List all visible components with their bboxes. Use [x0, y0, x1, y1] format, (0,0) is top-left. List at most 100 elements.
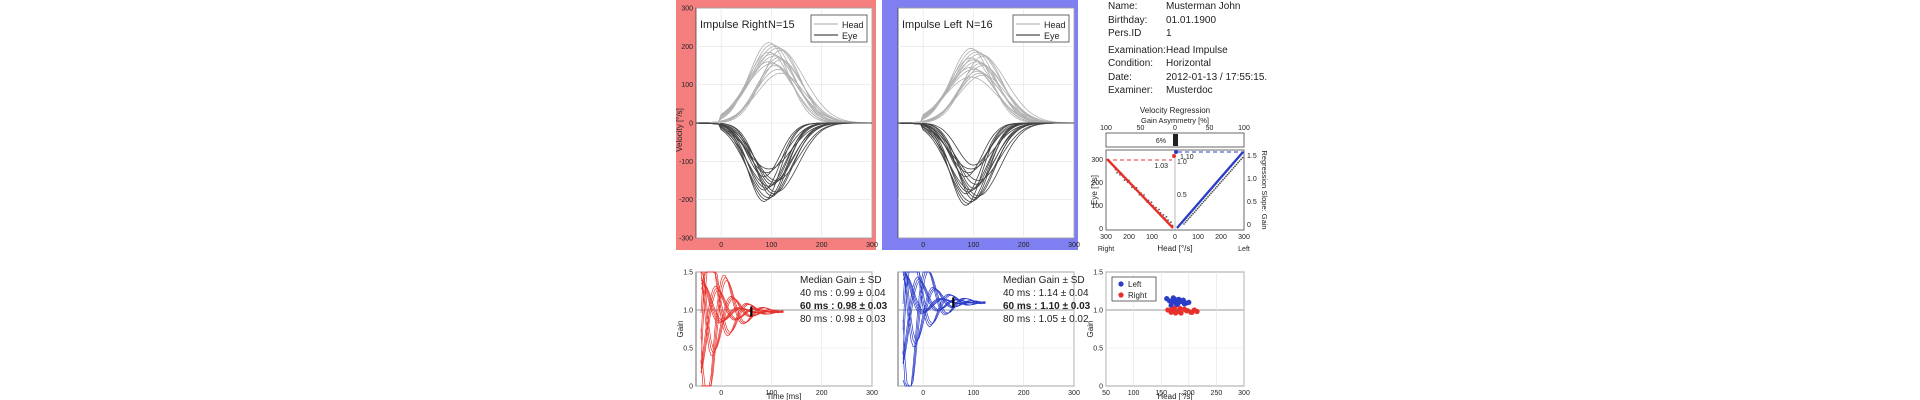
- ytick-label: 300: [1091, 157, 1103, 164]
- ytick-label: 0.5: [683, 346, 693, 353]
- xtick-label: 100: [1192, 234, 1204, 241]
- scatter-point: [1204, 199, 1206, 202]
- side-left-label: Left: [1238, 246, 1250, 253]
- scatter-point: [1222, 178, 1224, 181]
- scatter-point: [1199, 204, 1202, 207]
- scatter-point: [1183, 223, 1185, 225]
- scatter-point: [1219, 182, 1221, 185]
- gain-scatter-legend: [1111, 276, 1157, 302]
- scatter-point: [1240, 158, 1242, 161]
- legend-eye-label: Eye: [842, 31, 858, 41]
- scatter-point: [1189, 216, 1191, 219]
- ytick-label: 100: [1091, 203, 1103, 210]
- trace-line: [898, 122, 1074, 166]
- xtick-label: 0: [1173, 234, 1177, 241]
- scatter-point: [1195, 209, 1197, 212]
- gain-asymmetry-value: 6%: [1156, 138, 1166, 145]
- top-tick-label: 0: [1173, 125, 1177, 132]
- gain-right-xlabel: Time [ms]: [767, 392, 802, 400]
- scatter-point: [1220, 180, 1223, 183]
- top-tick-label: 50: [1206, 125, 1214, 132]
- legend-eye-label: Eye: [1044, 31, 1060, 41]
- persid-label: Pers.ID: [1108, 28, 1142, 39]
- scatter-point: [1229, 170, 1232, 173]
- gain-right-stats: Median Gain ± SD 40 ms : 0.99 ± 0.04 60 …: [800, 274, 887, 326]
- trace-line: [696, 68, 872, 124]
- stats-title: Median Gain ± SD: [800, 275, 882, 286]
- impulse-right-legend: [810, 14, 868, 43]
- ytick-label: -100: [679, 159, 693, 166]
- patient-examiner: Musterdoc: [1166, 85, 1213, 96]
- ytick-label: 1.0: [1093, 308, 1103, 315]
- scatter-point: [1143, 194, 1145, 196]
- patient-info: Name: Musterman John Birthday: 01.01.1900 …: [1108, 0, 1267, 98]
- gain-scatter-xlabel: Head [°/s]: [1157, 392, 1192, 400]
- stats-row-80: 80 ms : 1.05 ± 0.02: [1003, 314, 1089, 325]
- left-point: [1172, 299, 1179, 305]
- scatter-point: [1211, 190, 1214, 193]
- gain-trace: [700, 271, 780, 364]
- xtick-label: 300: [866, 242, 878, 249]
- right-point: [1169, 306, 1175, 312]
- xtick-label: 300: [1068, 242, 1080, 249]
- stats-row-40: 40 ms : 0.99 ± 0.04: [800, 288, 886, 299]
- trace-line: [696, 55, 872, 124]
- patient-birthday: 01.01.1900: [1166, 14, 1217, 26]
- examiner-label: Examiner:: [1108, 85, 1154, 96]
- legend-head-label: Head: [1044, 20, 1066, 30]
- gain-left-point: [1174, 150, 1178, 154]
- scatter-point: [1217, 184, 1220, 186]
- ytick-label: 0: [689, 384, 693, 391]
- left-point: [1181, 301, 1187, 307]
- scatter-point: [1232, 167, 1235, 169]
- gain-right-panel: 1.5 1.0 0.5 0 0 100 200 300 Gain Time [ms]: [676, 270, 878, 400]
- gain-left-grid: [898, 271, 1075, 387]
- xtick-label: 100: [766, 390, 778, 397]
- scatter-point: [1193, 211, 1196, 214]
- scatter-point: [1207, 195, 1209, 198]
- xtick-label: 100: [1128, 390, 1140, 397]
- xtick-label: 200: [1018, 390, 1030, 397]
- patient-condition: Horizontal: [1166, 58, 1212, 69]
- gain-right-ylabel: Gain: [676, 321, 685, 338]
- top-tick-label: 50: [1137, 125, 1145, 132]
- gain-trace: [700, 284, 776, 322]
- scatter-point: [1238, 160, 1241, 163]
- gain-left-value: 1.10: [1180, 154, 1194, 161]
- xtick-label: 100: [1146, 234, 1158, 241]
- xtick-label: 300: [1238, 390, 1250, 397]
- right-point: [1194, 308, 1200, 315]
- top-tick-label: 100: [1100, 125, 1112, 132]
- ytick-label: 100: [681, 82, 693, 89]
- xtick-label: 100: [968, 242, 980, 249]
- ytick-label: -300: [679, 236, 693, 243]
- xtick-label: 150: [1155, 390, 1167, 397]
- patient-examination: Head Impulse: [1166, 44, 1228, 56]
- scatter-point: [1116, 172, 1118, 174]
- scatter-point: [1228, 172, 1230, 174]
- legend-left-marker: [1118, 281, 1124, 287]
- y2tick-label: 0: [1247, 222, 1251, 229]
- right-point: [1178, 310, 1184, 316]
- impulse-left-legend: [1012, 14, 1070, 43]
- gain-asymmetry-label: Gain Asymmetry [%]: [1141, 116, 1209, 125]
- trace-line: [898, 74, 1074, 124]
- xtick-label: 200: [1183, 390, 1195, 397]
- center-gain-low: 0.5: [1177, 192, 1187, 199]
- side-right-label: Right: [1098, 246, 1114, 253]
- gain-right-xticks: 0 100 200 300: [719, 390, 878, 397]
- regression-scatter: [1113, 156, 1244, 227]
- gain-scatter-ylabel: Gain: [1086, 321, 1095, 338]
- impulse-left-title: Impulse Left: [902, 19, 962, 31]
- ytick-label: 1.5: [1093, 270, 1103, 277]
- scatter-point: [1196, 207, 1199, 210]
- condition-label: Condition:: [1108, 58, 1154, 69]
- name-label: Name:: [1108, 1, 1138, 12]
- scatter-point: [1184, 221, 1187, 224]
- scatter-point: [1226, 173, 1229, 176]
- xtick-label: 0: [921, 242, 925, 249]
- scatter-point: [1198, 206, 1200, 208]
- scatter-point: [1165, 215, 1168, 218]
- gain-scatter-panel: Left Right 1.51.00.50 50 100 150 200 250 300 …: [1086, 270, 1250, 400]
- scatter-point: [1208, 194, 1211, 197]
